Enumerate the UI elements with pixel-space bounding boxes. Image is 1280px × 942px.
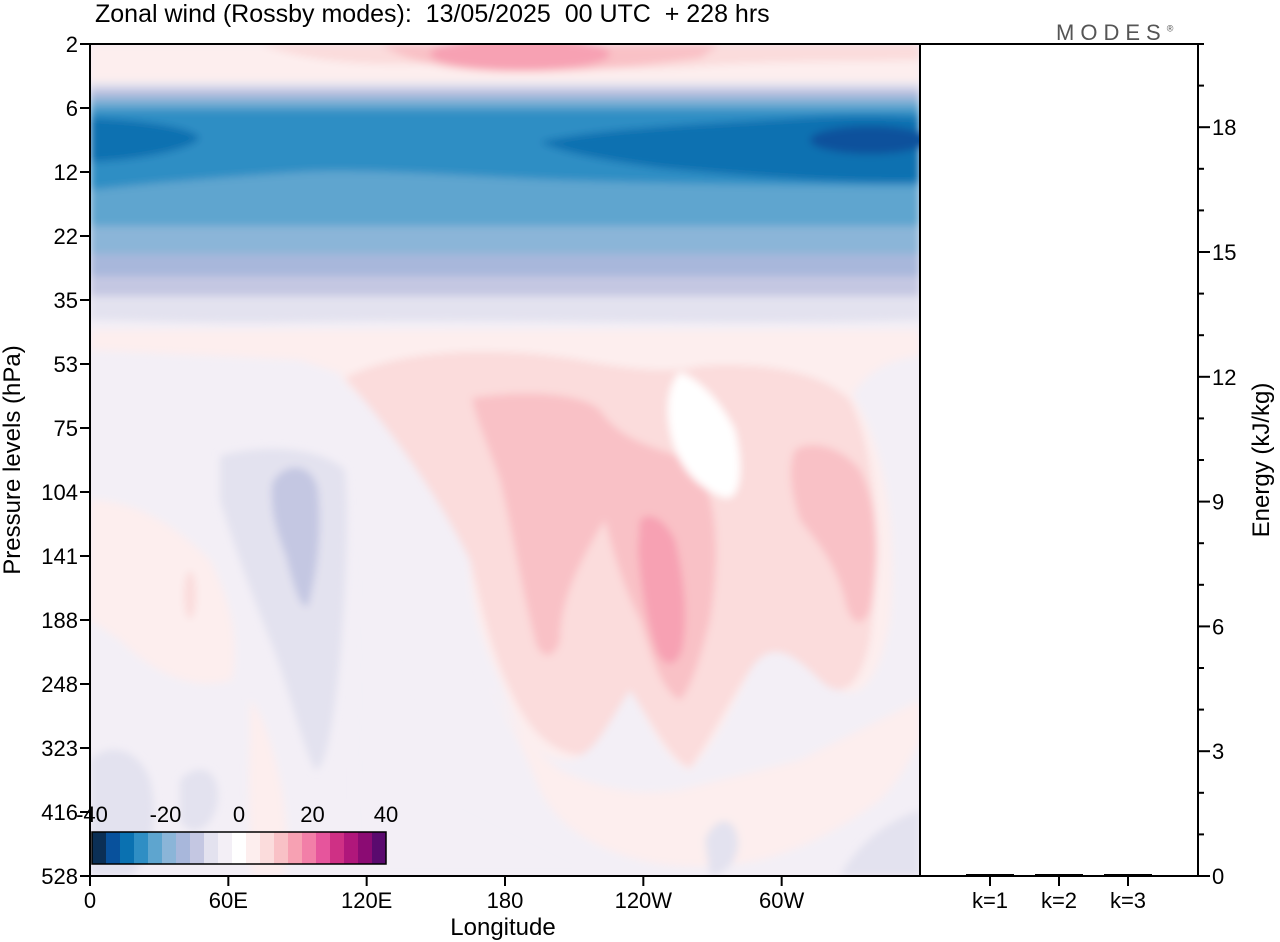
colorbar-label: 20: [300, 802, 324, 827]
x-tick-label: 180: [487, 888, 524, 913]
y-axis-label: Pressure levels (hPa): [0, 345, 26, 574]
contour-field: [90, 44, 920, 876]
energy-tick-label: 6: [1212, 614, 1224, 639]
y-tick-label: 323: [41, 736, 78, 761]
x-tick-label: 60W: [759, 888, 804, 913]
y-tick-label: 6: [66, 96, 78, 121]
y-tick-label: 75: [54, 416, 78, 441]
y-tick-label: 188: [41, 608, 78, 633]
energy-axis: 0 3 6 9 12 15 18: [1198, 43, 1236, 889]
colorbar-swatch: [134, 832, 149, 864]
y-tick-label: 104: [41, 480, 78, 505]
colorbar-swatch: [344, 832, 359, 864]
x-tick-label: 0: [84, 888, 96, 913]
y-tick-label: 12: [54, 160, 78, 185]
x-tick-label: 60E: [209, 888, 248, 913]
y-tick-label: 528: [41, 864, 78, 889]
energy-tick-label: 3: [1212, 739, 1224, 764]
colorbar-swatch: [246, 832, 261, 864]
energy-tick-label: 15: [1212, 240, 1236, 265]
energy-category-label: k=1: [972, 888, 1008, 913]
colorbar-swatch: [92, 832, 107, 864]
energy-category-label: k=3: [1110, 888, 1146, 913]
colorbar-swatch: [120, 832, 135, 864]
colorbar-swatch: [316, 832, 331, 864]
colorbar-label: 0: [233, 802, 245, 827]
colorbar-swatch: [148, 832, 163, 864]
colorbar-swatch: [372, 832, 387, 864]
x-axis-label: Longitude: [450, 914, 555, 941]
colorbar-swatch: [330, 832, 345, 864]
y-tick-label: 248: [41, 672, 78, 697]
y-tick-label: 416: [41, 800, 78, 825]
energy-bar: [966, 874, 1014, 876]
colorbar-label: 40: [374, 802, 398, 827]
energy-bar: [1035, 874, 1083, 876]
energy-tick-label: 9: [1212, 490, 1224, 515]
energy-tick-label: 0: [1212, 864, 1224, 889]
x-tick-label: 120E: [341, 888, 392, 913]
longitude-axis: 0 60E 120E 180 120W 60W: [84, 876, 805, 913]
colorbar-swatch: [204, 832, 219, 864]
y-tick-label: 2: [66, 32, 78, 57]
pressure-axis: 2 6 12 22 35 53 75 104 141 188 248 323 416 528: [41, 32, 90, 889]
x-tick-label: 120W: [615, 888, 673, 913]
colorbar: -40 -20 0 20 40: [76, 802, 398, 865]
y-tick-label: 141: [41, 544, 78, 569]
colorbar-swatch: [358, 832, 373, 864]
colorbar-swatch: [190, 832, 205, 864]
colorbar-swatch: [218, 832, 233, 864]
colorbar-swatch: [274, 832, 289, 864]
colorbar-label: -20: [150, 802, 182, 827]
chart-title: Zonal wind (Rossby modes): 13/05/2025 00…: [95, 0, 770, 28]
energy-tick-label: 12: [1212, 365, 1236, 390]
colorbar-swatch: [260, 832, 275, 864]
modes-logo: MODES®: [1056, 20, 1174, 45]
colorbar-swatch: [106, 832, 121, 864]
y-tick-label: 53: [54, 352, 78, 377]
colorbar-swatch: [162, 832, 177, 864]
y-tick-label: 22: [54, 224, 78, 249]
colorbar-swatch: [288, 832, 303, 864]
colorbar-label: -40: [76, 802, 108, 827]
energy-bars: k=1 k=2 k=3: [966, 874, 1152, 913]
colorbar-swatch: [302, 832, 317, 864]
colorbar-frame: [91, 831, 387, 865]
y-tick-label: 35: [54, 288, 78, 313]
energy-tick-label: 18: [1212, 115, 1236, 140]
energy-category-label: k=2: [1041, 888, 1077, 913]
colorbar-swatch: [176, 832, 191, 864]
energy-panel-frame: [919, 43, 1199, 877]
energy-bar: [1104, 874, 1152, 876]
energy-axis-label: Energy (kJ/kg): [1248, 383, 1275, 538]
colorbar-swatch: [232, 832, 247, 864]
